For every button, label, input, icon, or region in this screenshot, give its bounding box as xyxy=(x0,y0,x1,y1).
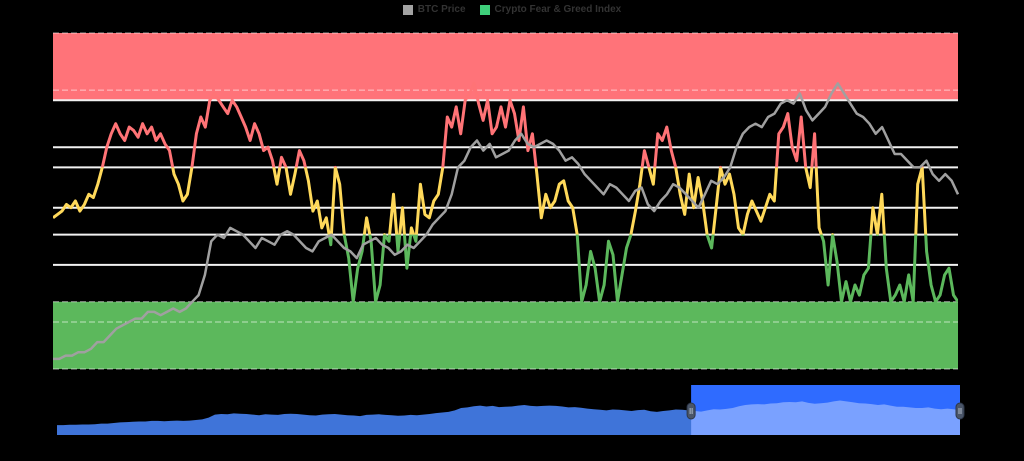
navigator-handle-left[interactable] xyxy=(686,402,696,420)
navigator-handle-right[interactable] xyxy=(955,402,965,420)
btc-price-swatch-icon xyxy=(402,4,413,15)
fear-greed-swatch-icon xyxy=(479,4,490,15)
legend-item-btc-price[interactable]: BTC Price xyxy=(402,4,466,15)
zone-bands xyxy=(53,32,958,370)
navigator-series xyxy=(57,405,692,435)
drag-handle-icon[interactable] xyxy=(955,402,965,420)
legend-label-btc-price: BTC Price xyxy=(417,4,466,15)
navigator-series-selected xyxy=(691,400,960,435)
btc-price-series[interactable] xyxy=(53,82,960,361)
btc-price-line[interactable] xyxy=(53,82,960,361)
zone-band xyxy=(53,301,958,369)
fear-greed-line-segment[interactable] xyxy=(53,83,958,301)
fear-greed-series[interactable] xyxy=(53,81,958,304)
legend: BTC Price Crypto Fear & Greed Index xyxy=(0,4,1024,15)
navigator[interactable] xyxy=(57,385,965,435)
legend-label-fear-greed: Crypto Fear & Greed Index xyxy=(494,4,622,15)
zone-band xyxy=(53,33,958,101)
fear-greed-line-segment[interactable] xyxy=(53,81,958,301)
legend-item-fear-greed[interactable]: Crypto Fear & Greed Index xyxy=(479,4,622,15)
drag-handle-icon[interactable] xyxy=(686,402,696,420)
